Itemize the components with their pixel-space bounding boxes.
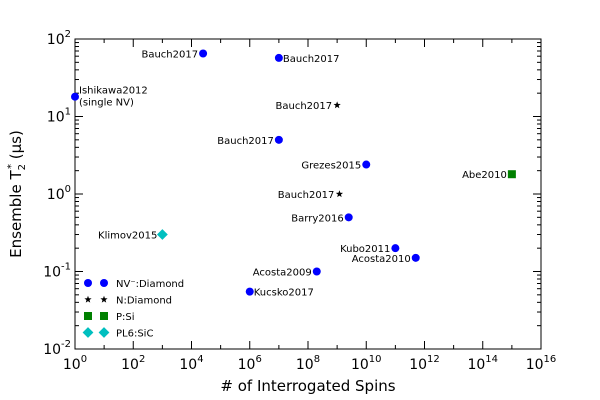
data-point bbox=[333, 101, 341, 109]
y-tick-label: 100 bbox=[47, 184, 71, 203]
data-point bbox=[411, 253, 420, 262]
data-point bbox=[71, 92, 79, 101]
y-axis-label-subscript: 2 bbox=[17, 164, 28, 170]
x-tick-label: 100 bbox=[63, 354, 87, 373]
point-label: Kubo2011 bbox=[340, 244, 390, 255]
data-point bbox=[156, 229, 168, 240]
data-point bbox=[199, 49, 208, 58]
y-axis-label-main: Ensemble T bbox=[7, 170, 25, 258]
x-tick-label: 108 bbox=[296, 354, 320, 373]
axis-ticks bbox=[74, 38, 542, 350]
y-tick-label: 10-2 bbox=[43, 339, 71, 358]
y-axis-label-unit: (μs) bbox=[7, 130, 25, 164]
point-label: Grezes2015 bbox=[301, 161, 361, 172]
legend-label: NV⁻:Diamond bbox=[116, 279, 184, 290]
point-label: Bauch2017 bbox=[276, 101, 333, 112]
data-point bbox=[274, 53, 283, 62]
data-point bbox=[312, 267, 321, 276]
point-label: Bauch2017 bbox=[278, 190, 335, 201]
data-point bbox=[391, 244, 400, 253]
legend-marker bbox=[84, 312, 92, 320]
point-label: Bauch2017 bbox=[141, 49, 198, 60]
legend-marker bbox=[98, 327, 110, 338]
plot-area: Ishikawa2012 (single NV) Bauch2017 Bauch201… bbox=[71, 38, 542, 350]
x-tick-label: 1016 bbox=[526, 354, 557, 373]
x-tick-label: 1014 bbox=[467, 354, 498, 373]
legend-marker bbox=[100, 312, 108, 320]
legend: NV⁻:Diamond N:Diamond P:Si PL6:SiC bbox=[82, 279, 184, 340]
x-tick-label: 106 bbox=[238, 354, 262, 373]
legend-marker bbox=[84, 279, 92, 287]
legend-label: N:Diamond bbox=[116, 296, 172, 307]
point-label: Acosta2010 bbox=[352, 254, 411, 265]
y-tick-label: 10-1 bbox=[43, 262, 71, 281]
point-label: Bauch2017 bbox=[217, 136, 274, 147]
point-label: Bauch2017 bbox=[283, 54, 340, 65]
point-label: Abe2010 bbox=[462, 170, 507, 181]
x-tick-label: 1010 bbox=[351, 354, 382, 373]
legend-label: PL6:SiC bbox=[116, 329, 153, 340]
point-label: Acosta2009 bbox=[253, 268, 312, 279]
point-label: Barry2016 bbox=[291, 213, 343, 224]
data-point bbox=[245, 287, 254, 296]
data-point bbox=[274, 135, 283, 144]
data-point bbox=[344, 213, 353, 222]
legend-label: P:Si bbox=[116, 312, 135, 323]
legend-marker bbox=[82, 327, 94, 338]
x-tick-label: 1012 bbox=[409, 354, 440, 373]
point-label: Klimov2015 bbox=[98, 231, 157, 242]
legend-marker bbox=[84, 295, 92, 303]
y-tick-label: 101 bbox=[47, 107, 71, 126]
data-point bbox=[362, 160, 371, 169]
data-point bbox=[507, 170, 516, 179]
y-tick-label: 102 bbox=[47, 29, 71, 48]
data-point bbox=[335, 190, 344, 198]
data-points: Ishikawa2012 (single NV) Bauch2017 Bauch201… bbox=[71, 49, 516, 299]
point-label: Kucsko2017 bbox=[254, 288, 314, 299]
x-axis-label: # of Interrogated Spins bbox=[220, 377, 395, 395]
legend-marker bbox=[100, 279, 108, 287]
legend-marker bbox=[100, 295, 108, 303]
x-tick-label: 104 bbox=[179, 354, 203, 373]
y-axis-label: Ensemble T2* (μs) bbox=[6, 130, 28, 258]
x-tick-label: 102 bbox=[121, 354, 145, 373]
y-axis-label-superscript: * bbox=[6, 164, 17, 169]
point-label: Ishikawa2012 (single NV) bbox=[79, 86, 148, 109]
tick-labels: 100 102 104 106 108 1010 1012 1014 1016 10-2 10-1 1… bbox=[43, 29, 556, 373]
